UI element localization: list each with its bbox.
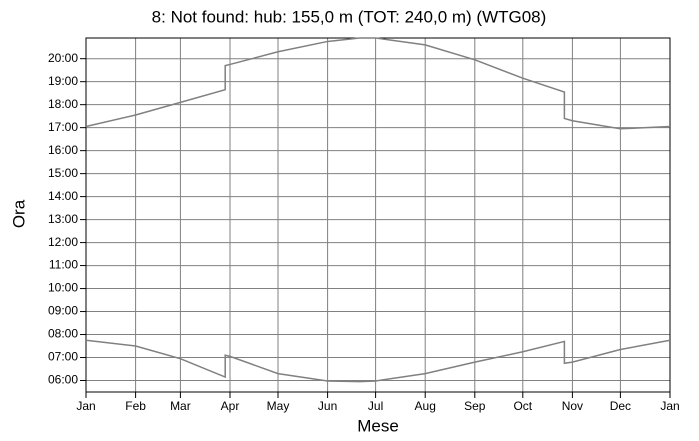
- x-tick-label: Sep: [464, 399, 486, 413]
- y-tick-label: 09:00: [48, 304, 78, 318]
- x-tick-label: May: [267, 399, 290, 413]
- x-tick-label: Feb: [125, 399, 146, 413]
- x-tick-label: Apr: [221, 399, 240, 413]
- y-tick-label: 13:00: [48, 212, 78, 226]
- x-tick-label: Jan: [76, 399, 95, 413]
- y-tick-label: 06:00: [48, 373, 78, 387]
- x-tick-label: Mar: [170, 399, 191, 413]
- y-tick-label: 17:00: [48, 120, 78, 134]
- plot-border: [85, 37, 671, 393]
- x-tick-label: Oct: [513, 399, 532, 413]
- y-tick-label: 11:00: [49, 258, 78, 272]
- y-tick-label: 10:00: [48, 281, 78, 295]
- y-tick-label: 07:00: [48, 350, 78, 364]
- y-tick-label: 12:00: [48, 235, 78, 249]
- y-tick-label: 16:00: [48, 143, 78, 157]
- y-axis-label: Ora: [9, 199, 28, 228]
- x-tick-label: Dec: [610, 399, 631, 413]
- x-axis-label: Mese: [357, 416, 399, 435]
- y-tick-label: 15:00: [48, 166, 78, 180]
- x-tick-label: Jan: [660, 399, 679, 413]
- y-tick-label: 19:00: [48, 74, 78, 88]
- y-tick-label: 08:00: [48, 327, 78, 341]
- series-line: [85, 339, 671, 383]
- x-tick-label: Jul: [368, 399, 383, 413]
- x-tick-label: Aug: [415, 399, 436, 413]
- series-line: [85, 37, 671, 130]
- y-tick-label: 18:00: [48, 97, 78, 111]
- x-tick-label: Jun: [318, 399, 337, 413]
- y-tick-label: 14:00: [48, 189, 78, 203]
- y-tick-label: 20:00: [48, 51, 78, 65]
- x-tick-label: Nov: [562, 399, 583, 413]
- chart-title: 8: Not found: hub: 155,0 m (TOT: 240,0 m…: [152, 7, 547, 26]
